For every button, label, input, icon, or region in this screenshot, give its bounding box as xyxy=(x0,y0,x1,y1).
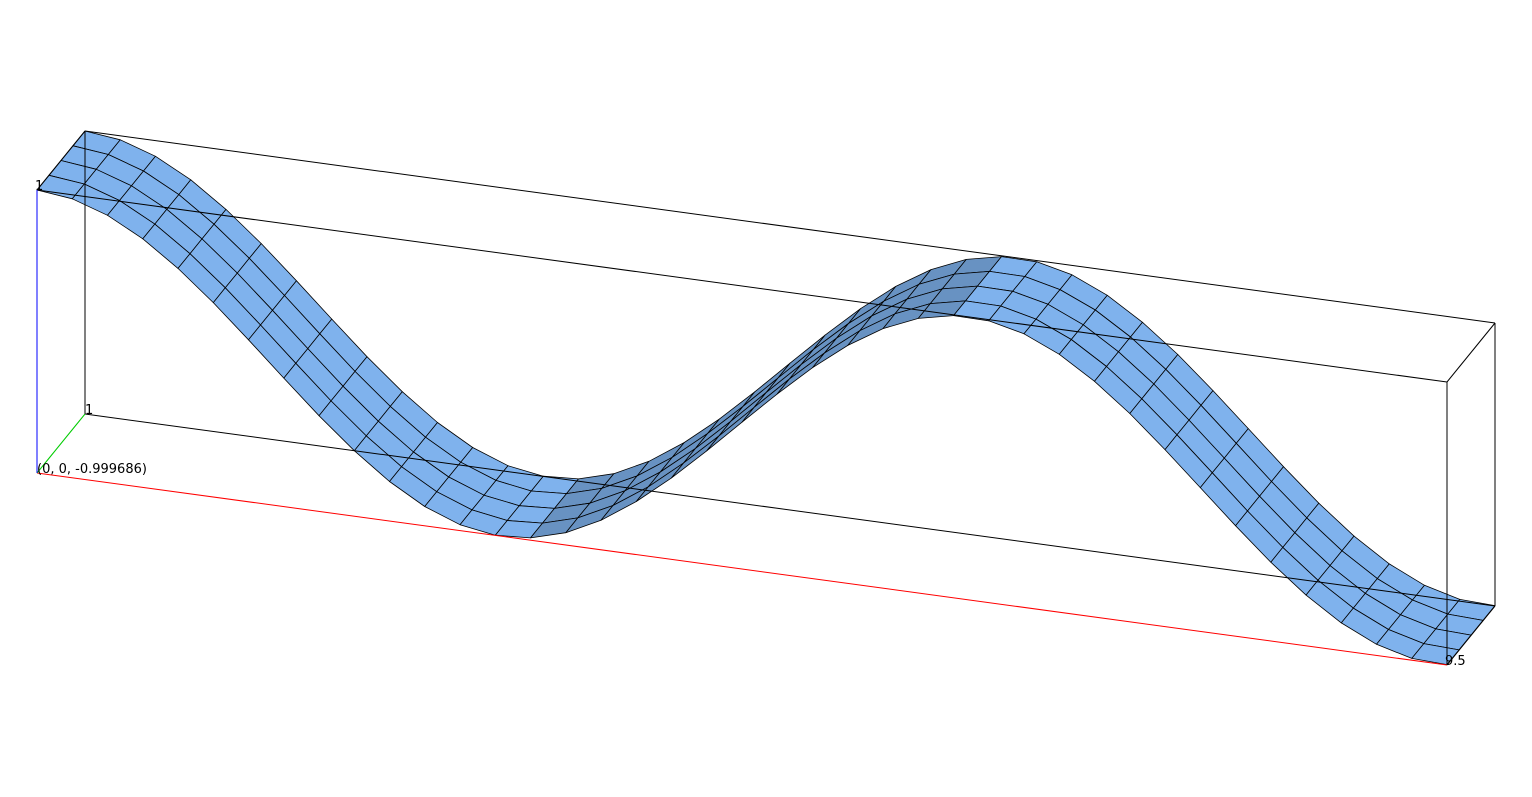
x-axis-end-label: 9.5 xyxy=(1445,654,1466,669)
bounding-box-edge xyxy=(84,413,1496,607)
origin-label: (0, 0, -0.999686) xyxy=(37,462,147,477)
surface-quad xyxy=(753,363,802,408)
surface-mesh xyxy=(36,130,1496,665)
bounding-box-edge xyxy=(36,189,1448,383)
surface-quad xyxy=(730,377,779,422)
z-axis-end-label: 1 xyxy=(35,179,43,194)
bounding-box-edge xyxy=(1446,605,1496,666)
bounding-box-edge xyxy=(84,130,1496,324)
axes xyxy=(36,190,1448,666)
y-axis-end-label: 1 xyxy=(85,403,93,418)
bounding-box-edge xyxy=(36,130,86,191)
bounding-box-edge xyxy=(1446,322,1496,383)
bounding-box xyxy=(36,130,1496,666)
x-axis-line xyxy=(36,472,1448,666)
axis-labels: (0, 0, -0.999686) 1 1 9.5 xyxy=(35,179,1466,669)
y-axis-line xyxy=(36,413,86,474)
